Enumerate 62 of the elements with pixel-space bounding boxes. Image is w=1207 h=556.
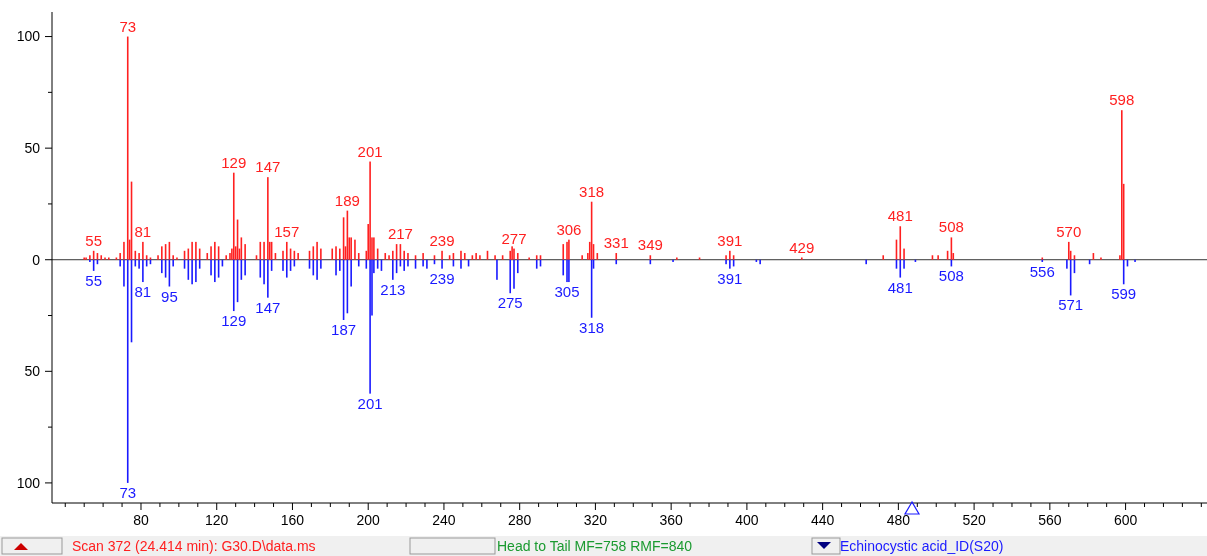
annotation: 391: [717, 231, 743, 249]
text: Echinocystic acid_ID(S20): [840, 538, 1004, 554]
annotation: 81: [134, 283, 152, 301]
annotation: 189: [334, 191, 360, 209]
annotation: 213: [380, 280, 406, 298]
annotation: 481: [887, 278, 913, 296]
annotation: 201: [357, 142, 383, 160]
annotation: 239: [429, 269, 455, 287]
annotation: 570: [1056, 222, 1082, 240]
annotation: 349: [637, 236, 663, 254]
x-tick-label: 200: [356, 512, 381, 528]
x-tick-label: 240: [432, 512, 456, 528]
annotation: 306: [556, 220, 582, 238]
annotation: 239: [429, 231, 455, 249]
x-tick-label: 120: [205, 512, 229, 528]
y-tick-label: 100: [16, 28, 41, 45]
y-tick-label: 50: [24, 363, 41, 380]
annotation: 201: [357, 394, 383, 412]
annotation: 318: [579, 318, 605, 336]
x-tick-label: 280: [508, 512, 532, 528]
annotation: 187: [331, 320, 357, 338]
annotation: 129: [221, 153, 247, 171]
annotation: 508: [938, 267, 964, 285]
annotation: 275: [497, 294, 523, 312]
annotation: 318: [579, 182, 605, 200]
annotation: 331: [603, 234, 629, 252]
text: Head to Tail MF=758 RMF=840: [497, 538, 693, 554]
annotation: 571: [1058, 296, 1084, 314]
x-tick-label: 360: [659, 512, 684, 528]
annotation: 147: [255, 298, 281, 316]
y-tick-label: 50: [24, 140, 41, 157]
annotation: 55: [85, 231, 102, 249]
y-tick-label: 100: [16, 474, 41, 491]
text: Scan 372 (24.414 min): G30.D\data.ms: [72, 538, 316, 554]
annotation: 391: [717, 269, 743, 287]
annotation: 599: [1111, 285, 1137, 303]
annotation: 481: [887, 207, 913, 225]
x-tick-label: 600: [1113, 512, 1138, 528]
x-tick-label: 560: [1038, 512, 1062, 528]
x-tick-label: 440: [810, 512, 835, 528]
annotation: 217: [387, 225, 413, 243]
annotation: 508: [938, 218, 964, 236]
x-tick-label: 520: [962, 512, 986, 528]
y-tick-label: 0: [32, 251, 41, 268]
annotation: 556: [1029, 262, 1055, 280]
annotation: 305: [554, 283, 580, 301]
x-tick-label: 160: [280, 512, 305, 528]
annotation: 81: [134, 222, 152, 240]
x-tick-label: 400: [735, 512, 759, 528]
annotation: 129: [221, 312, 247, 330]
annotation: 147: [255, 158, 281, 176]
annotation: 73: [119, 17, 137, 35]
annotation: 95: [161, 287, 178, 305]
annotation: 73: [119, 483, 137, 501]
x-tick-label: 320: [583, 512, 608, 528]
annotation: 598: [1109, 91, 1135, 109]
x-tick-label: 480: [886, 512, 911, 528]
x-tick-label: 80: [133, 512, 149, 528]
annotation: 277: [501, 229, 527, 247]
annotation: 429: [789, 238, 815, 256]
annotation: 55: [85, 271, 102, 289]
annotation: 157: [274, 222, 300, 240]
